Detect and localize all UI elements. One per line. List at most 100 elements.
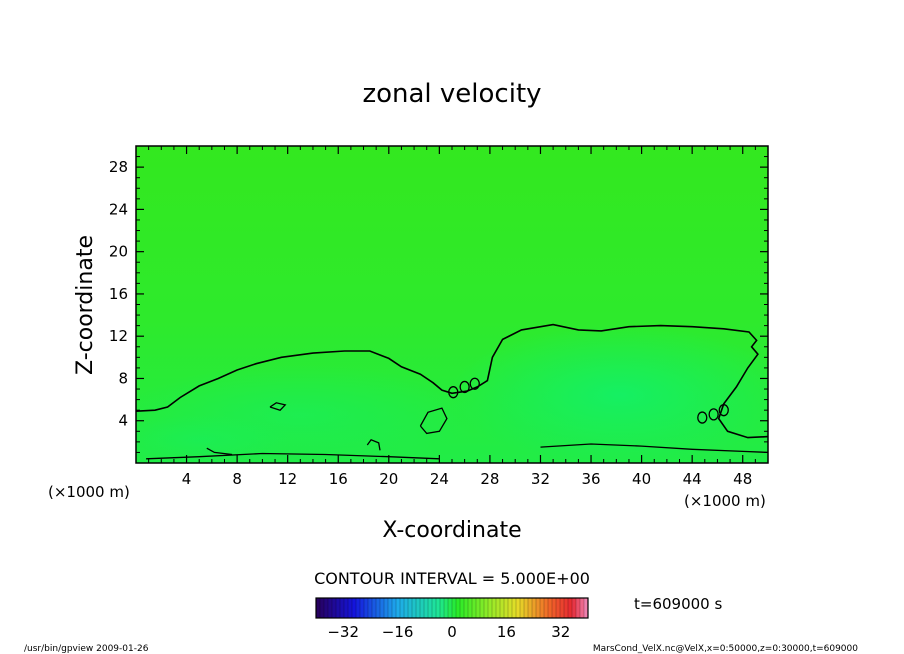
colorbar-swatch [516, 598, 521, 618]
contour-line [419, 407, 448, 435]
colorbar-swatch [540, 598, 545, 618]
colorbar-swatch [464, 598, 469, 618]
x-tick-label: 28 [480, 470, 499, 488]
colorbar-swatch [560, 598, 565, 618]
footer-left: /usr/bin/gpview 2009-01-26 [24, 644, 149, 654]
colorbar-swatch [536, 598, 541, 618]
colorbar-swatch [496, 598, 501, 618]
y-tick-label: 4 [118, 412, 128, 430]
colorbar-swatch [520, 598, 525, 618]
colorbar-swatch [416, 598, 421, 618]
colorbar-frame [315, 597, 589, 619]
colorbar-swatch [444, 598, 449, 618]
contour-interval: CONTOUR INTERVAL = 5.000E+00 [314, 569, 590, 588]
x-tick-label: 32 [531, 470, 550, 488]
contour-line [206, 447, 233, 456]
colorbar-swatch [584, 598, 589, 618]
x-tick-label: 24 [430, 470, 449, 488]
colorbar-swatch [448, 598, 453, 618]
y-tick-label: 24 [109, 200, 128, 218]
colorbar-swatch [500, 598, 505, 618]
colorbar-swatch [320, 598, 325, 618]
colorbar-tick-label: 16 [497, 623, 516, 641]
colorbar-swatch [488, 598, 493, 618]
y-tick-label: 28 [109, 158, 128, 176]
colorbar-swatch [440, 598, 445, 618]
chart-title: zonal velocity [362, 79, 541, 109]
x-unit-label-right: (×1000 m) [684, 492, 766, 510]
colorbar-swatch [472, 598, 477, 618]
contour-line [146, 452, 440, 460]
colorbar-swatch [340, 598, 345, 618]
colorbar-swatch [344, 598, 349, 618]
x-tick-label: 8 [232, 470, 242, 488]
colorbar-swatch [524, 598, 529, 618]
colorbar-swatch [384, 598, 389, 618]
colorbar-swatch [368, 598, 373, 618]
colorbar-swatch [476, 598, 481, 618]
colorbar-swatch [452, 598, 457, 618]
colorbar-swatch [572, 598, 577, 618]
y-tick-label: 8 [118, 369, 128, 387]
colorbar-swatch [504, 598, 509, 618]
y-tick-label: 16 [109, 285, 128, 303]
x-tick-label: 36 [581, 470, 600, 488]
colorbar-swatch [460, 598, 465, 618]
colorbar-swatch [400, 598, 405, 618]
colorbar-swatch [404, 598, 409, 618]
colorbar-swatch [432, 598, 437, 618]
colorbar-swatch [360, 598, 365, 618]
colorbar-swatch [352, 598, 357, 618]
contour-lines [136, 323, 768, 460]
x-tick-label: 4 [182, 470, 192, 488]
contour-line [366, 439, 381, 451]
x-tick-label: 12 [278, 470, 297, 488]
vortex-contour [448, 386, 459, 399]
colorbar-tick-label: −32 [327, 623, 359, 641]
colorbar-swatch [564, 598, 569, 618]
colorbar-swatch [372, 598, 377, 618]
colorbar-swatch [388, 598, 393, 618]
colorbar-swatch [324, 598, 329, 618]
colorbar-swatch [436, 598, 441, 618]
x-tick-label: 48 [733, 470, 752, 488]
colorbar-tick-label: −16 [382, 623, 414, 641]
x-tick-label: 44 [683, 470, 702, 488]
colorbar-swatch [580, 598, 585, 618]
colorbar-swatch [456, 598, 461, 618]
colorbar-swatch [484, 598, 489, 618]
plot-area [136, 146, 768, 463]
y-axis-label: Z-coordinate [73, 235, 98, 375]
colorbar-swatch [556, 598, 561, 618]
time-label: t=609000 s [634, 595, 722, 613]
colorbar-swatch [412, 598, 417, 618]
field-shade [136, 415, 290, 463]
colorbar-swatch [364, 598, 369, 618]
vortex-contour [697, 411, 708, 424]
x-unit-label: (×1000 m) [48, 483, 130, 501]
x-tick-label: 40 [632, 470, 651, 488]
field-shade [450, 325, 768, 463]
colorbar-swatch [328, 598, 333, 618]
colorbar-tick-label: 32 [551, 623, 570, 641]
colorbar-swatch [376, 598, 381, 618]
colorbar-swatch [396, 598, 401, 618]
colorbar-swatch [356, 598, 361, 618]
colorbar-swatch [568, 598, 573, 618]
colorbar-swatch [544, 598, 549, 618]
colorbar-swatch [528, 598, 533, 618]
x-tick-label: 20 [379, 470, 398, 488]
colorbar-swatch [424, 598, 429, 618]
colorbar-swatch [552, 598, 557, 618]
colorbar: −32 −16 0 16 32 [315, 597, 589, 641]
zero-contour-line [136, 323, 768, 439]
x-axis-label: X-coordinate [382, 518, 521, 543]
colorbar-swatch [468, 598, 473, 618]
contour-line [269, 402, 287, 411]
colorbar-swatch [428, 598, 433, 618]
colorbar-swatch [392, 598, 397, 618]
colorbar-swatch [576, 598, 581, 618]
vortex-contour [469, 377, 480, 390]
